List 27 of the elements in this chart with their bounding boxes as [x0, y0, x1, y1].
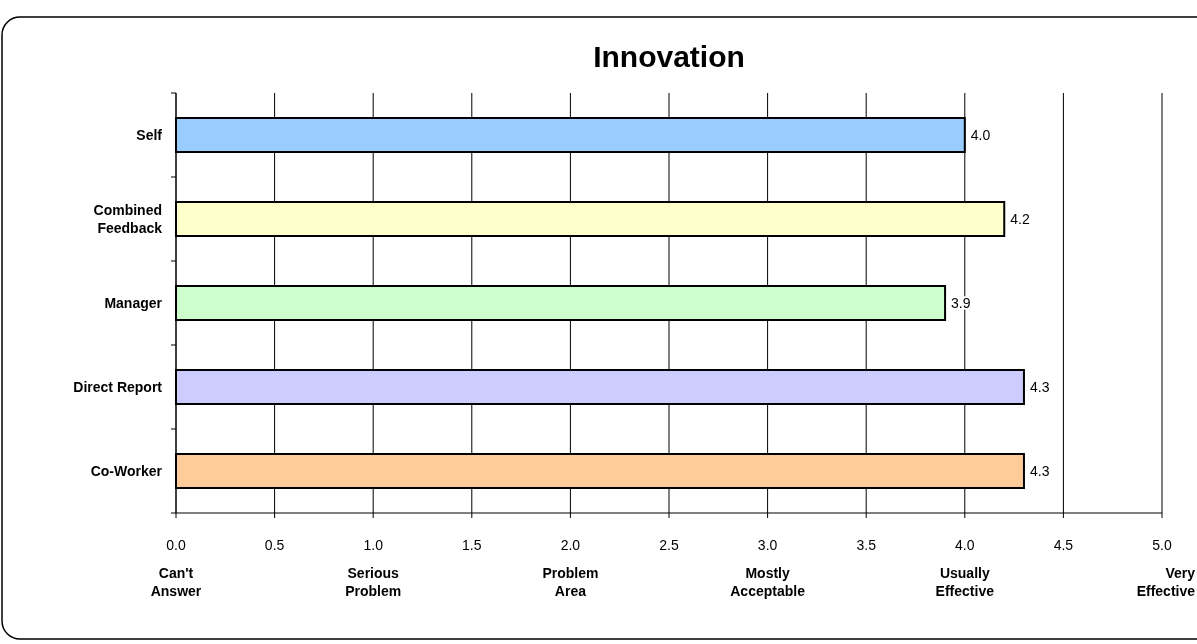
x-tick-label: 2.5	[659, 537, 679, 553]
x-tick-label: 0.5	[264, 537, 285, 553]
x-tick-label: 1.0	[363, 537, 384, 553]
y-tick-label: Manager	[104, 295, 163, 311]
data-label: 4.2	[1010, 211, 1030, 227]
text: Serious Problem	[345, 565, 402, 599]
x-tick-label: 5.0	[1152, 537, 1172, 553]
x-tick-label: 0.0	[166, 537, 186, 553]
data-label: 4.3	[1029, 379, 1050, 395]
y-tick-label: Direct Report	[73, 379, 163, 395]
y-tick-label: Combined Feedback	[93, 202, 163, 236]
text: Very Effective	[1136, 565, 1196, 599]
x-tick-label: 3.0	[757, 537, 778, 553]
text: Problem Area	[542, 565, 599, 599]
data-label: 4.0	[970, 127, 991, 143]
data-label: 4.3	[1029, 463, 1050, 479]
y-tick-label: Self	[136, 127, 163, 143]
x-tick-label: 1.5	[462, 537, 482, 553]
chart-title: Innovation	[593, 40, 745, 73]
x-tick-label: 4.0	[955, 537, 975, 553]
text: Mostly Acceptable	[730, 565, 806, 599]
text: Usually Effective	[935, 565, 995, 599]
text: Can't Answer	[150, 565, 202, 599]
x-tick-label: 2.0	[560, 537, 581, 553]
x-tick-label: 4.5	[1053, 537, 1074, 553]
x-tick-label: 3.5	[856, 537, 877, 553]
y-tick-label: Co-Worker	[90, 463, 163, 479]
